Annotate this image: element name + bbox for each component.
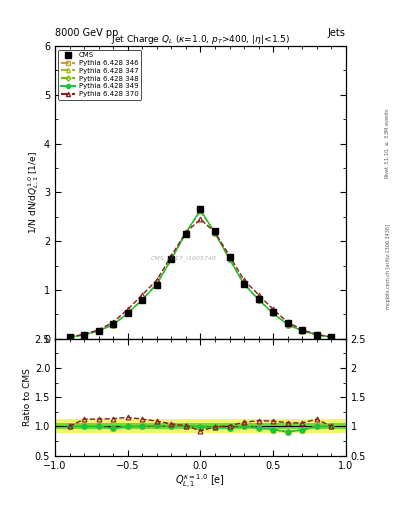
Text: Rivet 3.1.10, $\geq$ 3.3M events: Rivet 3.1.10, $\geq$ 3.3M events: [384, 108, 391, 179]
Text: mcplots.cern.ch [arXiv:1306.3436]: mcplots.cern.ch [arXiv:1306.3436]: [386, 224, 391, 309]
Text: CMS_2017_I1605749: CMS_2017_I1605749: [151, 255, 217, 261]
Text: Jets: Jets: [328, 28, 346, 38]
Y-axis label: Ratio to CMS: Ratio to CMS: [23, 368, 32, 426]
Y-axis label: 1/N dN/d$Q_{L,1}^{1.0}$ [1/e]: 1/N dN/d$Q_{L,1}^{1.0}$ [1/e]: [26, 151, 41, 234]
Bar: [55, 419, 346, 434]
Legend: CMS, Pythia 6.428 346, Pythia 6.428 347, Pythia 6.428 348, Pythia 6.428 349, Pyt: CMS, Pythia 6.428 346, Pythia 6.428 347,…: [59, 50, 141, 100]
Title: Jet Charge $Q_L$ ($\kappa$=1.0, $p_T$>400, $|\eta|$<1.5): Jet Charge $Q_L$ ($\kappa$=1.0, $p_T$>40…: [111, 33, 290, 46]
X-axis label: $Q_{L,1}^{\kappa=1.0}$ [e]: $Q_{L,1}^{\kappa=1.0}$ [e]: [175, 473, 226, 492]
Text: 8000 GeV pp: 8000 GeV pp: [55, 28, 118, 38]
Bar: [55, 423, 346, 430]
